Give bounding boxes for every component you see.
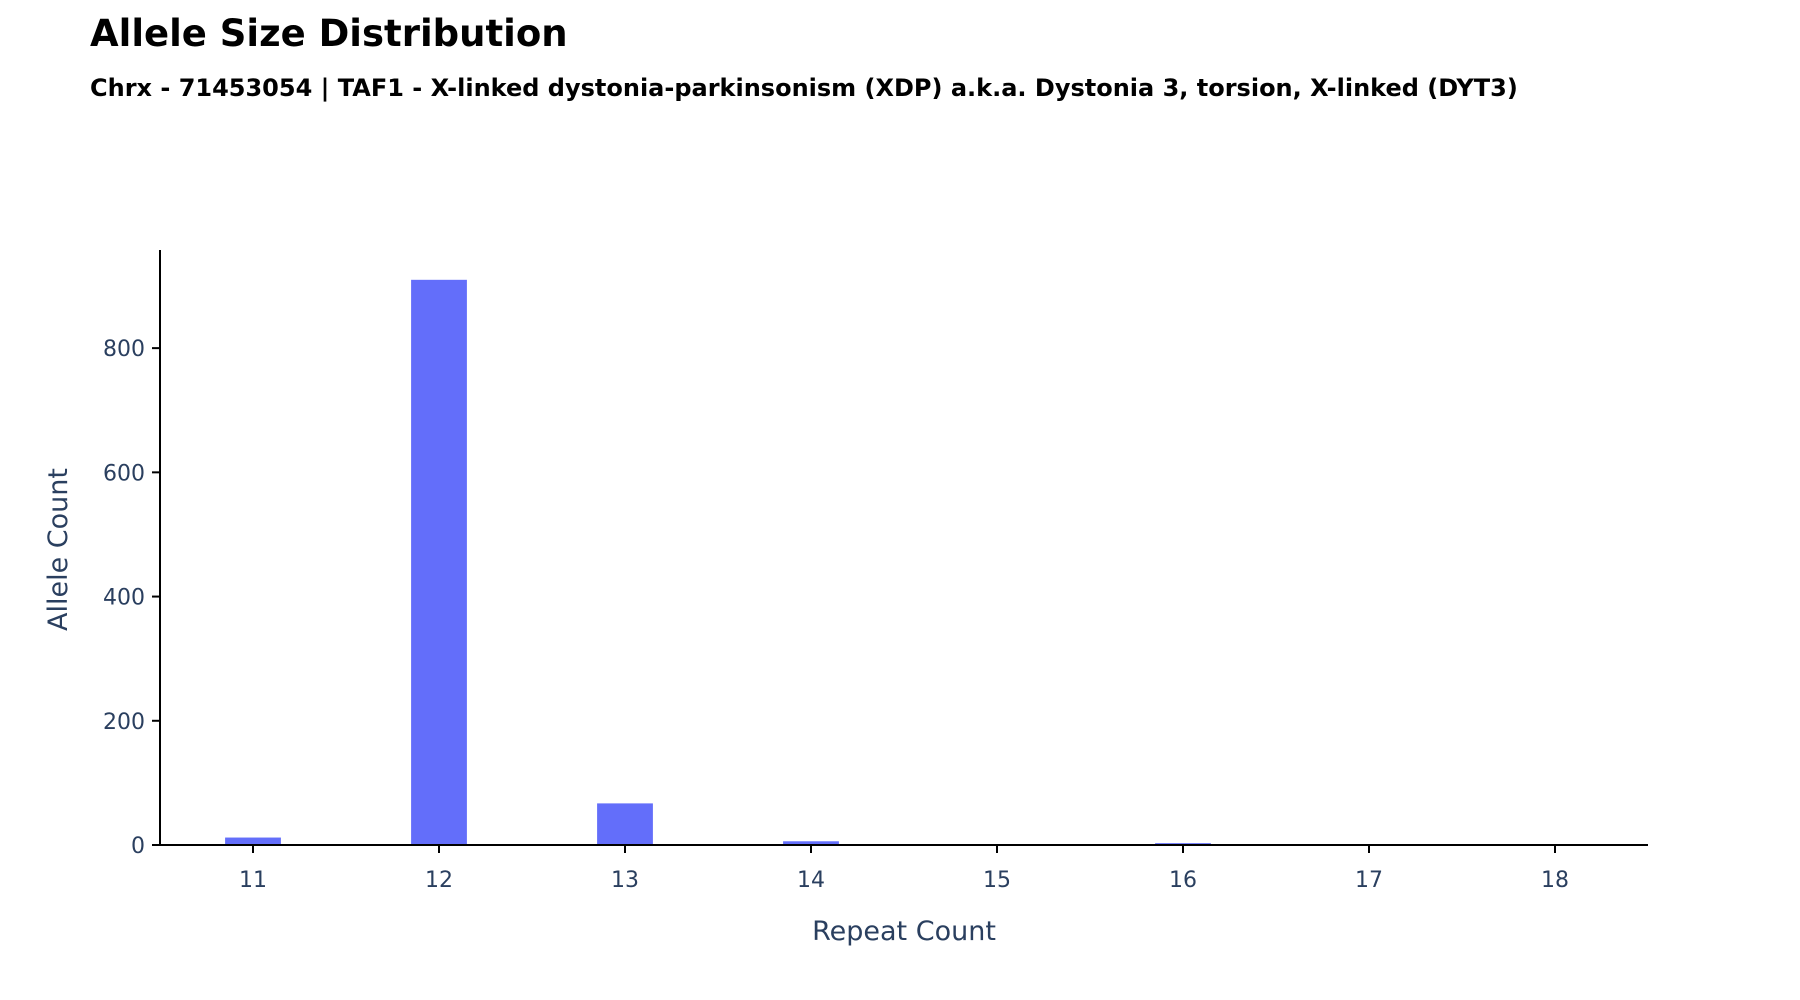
x-tick-label: 14 — [797, 868, 825, 893]
y-tick-label: 600 — [103, 461, 145, 486]
x-tick-label: 13 — [611, 868, 639, 893]
bar-13[interactable] — [597, 803, 653, 845]
x-axis-ticks: 11 12 13 14 15 16 17 18 — [239, 845, 1569, 893]
x-tick-label: 15 — [983, 868, 1011, 893]
x-tick-label: 16 — [1169, 868, 1197, 893]
bar-11[interactable] — [225, 837, 281, 845]
y-tick-label: 200 — [103, 710, 145, 735]
x-tick-label: 11 — [239, 868, 267, 893]
chart-title: Allele Size Distribution — [90, 12, 568, 55]
y-axis-ticks: 0 200 400 600 800 — [103, 337, 160, 859]
y-tick-label: 800 — [103, 337, 145, 362]
y-tick-label: 400 — [103, 586, 145, 611]
x-tick-label: 12 — [425, 868, 453, 893]
x-axis-title: Repeat Count — [812, 916, 996, 947]
chart-subtitle: Chrx - 71453054 | TAF1 - X-linked dyston… — [90, 74, 1518, 102]
y-tick-label: 0 — [131, 834, 145, 859]
x-tick-label: 18 — [1541, 868, 1569, 893]
y-axis-title: Allele Count — [43, 468, 74, 631]
bar-12[interactable] — [411, 279, 467, 845]
bars-layer — [225, 279, 1211, 845]
x-tick-label: 17 — [1355, 868, 1383, 893]
bar-14[interactable] — [783, 841, 839, 845]
